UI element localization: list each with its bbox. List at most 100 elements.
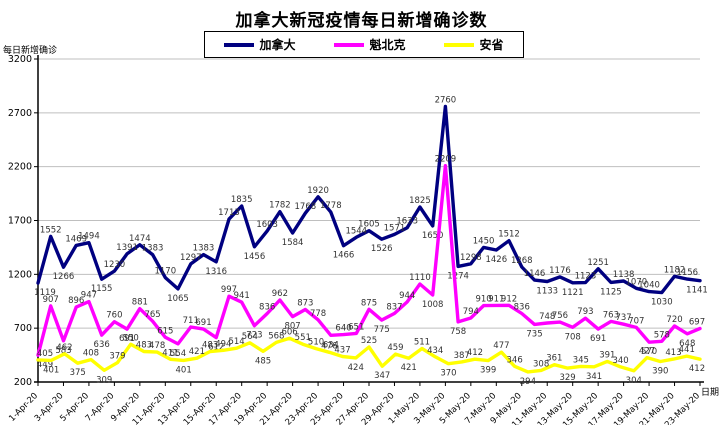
series-labels-canada: 1119155212661469149411551230139114741383… [34, 95, 708, 307]
svg-text:1450: 1450 [473, 236, 495, 246]
svg-text:578: 578 [654, 330, 670, 340]
svg-text:1146: 1146 [524, 269, 546, 279]
svg-text:551: 551 [295, 333, 311, 343]
svg-text:370: 370 [440, 369, 456, 379]
svg-text:459: 459 [387, 343, 403, 353]
svg-text:756: 756 [552, 311, 568, 321]
svg-text:2200: 2200 [8, 162, 32, 173]
svg-text:758: 758 [450, 327, 466, 337]
series-labels-ontario: 4054014623754083093795504834784114014214… [37, 327, 705, 387]
svg-text:1170: 1170 [154, 267, 176, 277]
series-labels-quebec: 4499075838969476367606918817656155547116… [37, 155, 705, 370]
svg-text:1571: 1571 [384, 223, 406, 233]
svg-text:941: 941 [234, 291, 250, 301]
svg-text:735: 735 [526, 329, 542, 339]
svg-text:1713: 1713 [218, 208, 240, 218]
svg-text:1266: 1266 [53, 272, 75, 282]
series-line-ontario [36, 336, 702, 374]
svg-text:1605: 1605 [358, 220, 380, 230]
svg-text:583: 583 [55, 346, 71, 356]
svg-text:437: 437 [334, 345, 350, 355]
svg-text:1544: 1544 [345, 226, 367, 236]
svg-text:1297: 1297 [180, 253, 202, 263]
svg-text:554: 554 [170, 349, 186, 359]
svg-text:711: 711 [183, 316, 199, 326]
svg-text:3200: 3200 [8, 54, 32, 65]
svg-text:1230: 1230 [104, 260, 126, 270]
svg-text:944: 944 [399, 291, 415, 301]
svg-text:648: 648 [679, 339, 695, 349]
y-axis-title: 每日新增确诊 [3, 46, 58, 56]
svg-text:424: 424 [348, 363, 364, 373]
svg-text:1778: 1778 [320, 201, 342, 211]
svg-text:1456: 1456 [244, 252, 266, 262]
svg-text:615: 615 [157, 326, 173, 336]
svg-text:1133: 1133 [536, 287, 558, 297]
svg-text:748: 748 [539, 312, 555, 322]
svg-text:947: 947 [81, 291, 97, 301]
svg-text:511: 511 [414, 338, 430, 348]
svg-text:875: 875 [361, 298, 377, 308]
svg-text:1633: 1633 [396, 217, 418, 227]
svg-text:485: 485 [255, 356, 271, 366]
svg-text:612: 612 [208, 343, 224, 353]
svg-text:1123: 1123 [575, 272, 597, 282]
svg-text:345: 345 [573, 355, 589, 365]
svg-text:1383: 1383 [142, 244, 164, 254]
svg-text:1552: 1552 [40, 225, 62, 235]
svg-text:793: 793 [577, 307, 593, 317]
svg-text:873: 873 [297, 299, 313, 309]
legend-item-quebec: 魁北克 [334, 36, 406, 53]
svg-text:412: 412 [689, 364, 705, 374]
x-axis-title: 日期 [701, 388, 720, 398]
canada-line-swatch-icon [224, 42, 255, 47]
svg-text:697: 697 [689, 317, 705, 327]
svg-text:794: 794 [463, 307, 479, 317]
svg-text:1316: 1316 [205, 267, 227, 277]
legend-item-canada: 加拿大 [224, 36, 296, 53]
svg-text:636: 636 [94, 340, 110, 350]
svg-text:606: 606 [281, 327, 297, 337]
svg-text:361: 361 [546, 354, 562, 364]
svg-text:691: 691 [195, 318, 211, 328]
svg-text:1182: 1182 [664, 265, 686, 275]
svg-text:691: 691 [119, 334, 135, 344]
svg-text:1138: 1138 [613, 270, 635, 280]
svg-text:2760: 2760 [435, 95, 457, 105]
svg-text:910: 910 [475, 295, 491, 305]
chart-title: 加拿大新冠疫情每日新增确诊数 [235, 11, 488, 31]
svg-text:2209: 2209 [435, 155, 457, 165]
series-line-canada [36, 104, 702, 295]
svg-text:1920: 1920 [307, 186, 329, 196]
svg-text:1200: 1200 [8, 269, 32, 280]
svg-text:881: 881 [132, 298, 148, 308]
svg-text:1391: 1391 [116, 243, 138, 253]
svg-text:1782: 1782 [269, 201, 291, 211]
svg-text:387: 387 [454, 351, 470, 361]
legend-label-ontario: 安省 [479, 38, 504, 52]
svg-text:640: 640 [335, 324, 351, 334]
svg-text:390: 390 [652, 367, 668, 377]
svg-text:807: 807 [284, 322, 300, 332]
svg-text:200: 200 [14, 377, 32, 388]
svg-text:907: 907 [43, 295, 59, 305]
legend-item-ontario: 安省 [444, 36, 504, 53]
svg-text:568: 568 [268, 331, 284, 341]
svg-text:1110: 1110 [409, 273, 431, 283]
svg-text:514: 514 [228, 337, 244, 347]
svg-text:412: 412 [467, 348, 483, 358]
svg-text:413: 413 [665, 348, 681, 358]
svg-text:379: 379 [109, 352, 125, 362]
svg-text:1512: 1512 [498, 230, 520, 240]
y-axis-layer: 200 700 1200 1700 2200 2700 3200 [8, 54, 39, 388]
svg-text:837: 837 [386, 302, 402, 312]
svg-text:340: 340 [612, 356, 628, 366]
svg-text:427: 427 [639, 347, 655, 357]
svg-text:836: 836 [259, 303, 275, 313]
svg-text:997: 997 [221, 285, 237, 295]
svg-text:691: 691 [590, 334, 606, 344]
svg-text:760: 760 [106, 311, 122, 321]
svg-text:1298: 1298 [460, 253, 482, 263]
svg-text:896: 896 [68, 296, 84, 306]
svg-text:477: 477 [493, 341, 509, 351]
